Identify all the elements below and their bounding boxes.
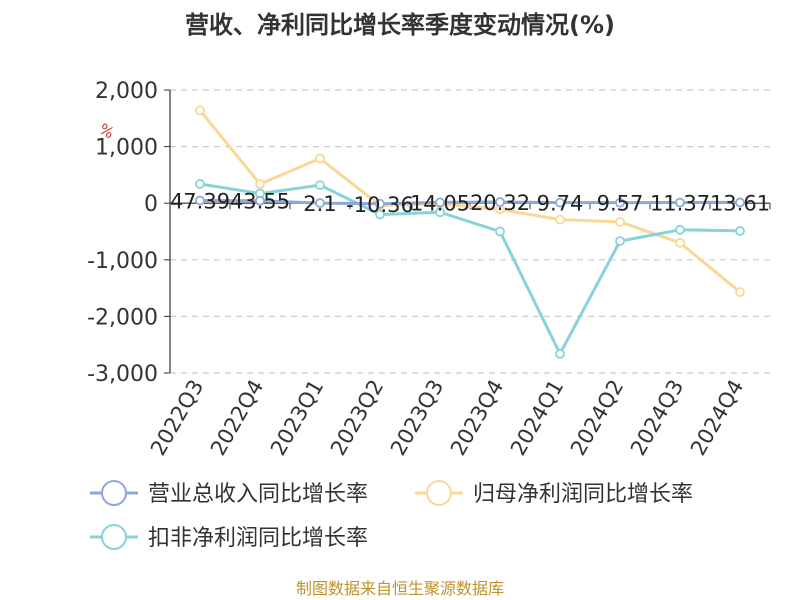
legend-marker	[426, 480, 452, 506]
data-label: 2.1	[303, 192, 336, 216]
legend-label: 营业总收入同比增长率	[148, 482, 368, 507]
data-point	[375, 198, 385, 209]
data-point	[495, 197, 505, 207]
x-tick-label: 2023Q2	[326, 376, 388, 460]
x-tick-label: 2022Q3	[146, 376, 208, 460]
y-tick-label: 2,000	[95, 79, 158, 104]
y-tick-label: -1,000	[87, 249, 158, 274]
data-point	[555, 348, 565, 359]
source-note: 制图数据来自恒生聚源数据库	[296, 579, 504, 598]
data-label: 11.37	[650, 192, 710, 216]
data-label: -10.36	[346, 193, 414, 217]
data-point	[255, 195, 265, 206]
x-tick-label: 2023Q4	[446, 376, 508, 460]
data-point	[495, 226, 505, 237]
series-line	[199, 199, 741, 206]
y-axis: 2,000 1,000 0 -1,000 -2,000 -3,000	[87, 79, 171, 387]
data-point	[675, 237, 685, 248]
x-tick-label: 2024Q1	[506, 376, 568, 460]
data-point	[735, 287, 745, 297]
data-point	[675, 197, 685, 208]
series-layer	[195, 105, 745, 359]
data-point	[435, 197, 445, 208]
legend-marker	[101, 524, 127, 550]
x-tick-label: 2023Q1	[266, 376, 328, 460]
data-point	[615, 197, 625, 208]
x-tick-label: 2023Q3	[386, 376, 448, 460]
x-tick-label: 2024Q4	[686, 376, 748, 460]
data-point	[675, 224, 685, 235]
legend-label: 归母净利润同比增长率	[473, 482, 693, 507]
data-label: 43.55	[230, 190, 290, 214]
legend-marker	[101, 480, 127, 506]
data-label: 47.39	[170, 190, 230, 214]
x-tick-label: 2024Q2	[566, 376, 628, 460]
series-line	[198, 109, 741, 294]
data-point	[735, 197, 745, 208]
data-point	[315, 180, 325, 190]
x-tick-label: 2024Q3	[626, 376, 688, 460]
y-tick-label: -3,000	[87, 362, 158, 387]
y-tick-label: -2,000	[87, 305, 158, 330]
data-point	[555, 214, 565, 225]
data-point	[315, 153, 325, 164]
series-line	[199, 182, 741, 356]
data-point	[315, 198, 325, 208]
x-tick-label: 2022Q4	[206, 376, 268, 460]
data-point	[195, 179, 205, 189]
data-label: 9.57	[597, 192, 644, 216]
data-point	[615, 236, 625, 247]
y-tick-label: 1,000	[95, 136, 158, 161]
data-point	[255, 179, 265, 189]
data-point	[435, 207, 445, 218]
data-point	[375, 209, 385, 220]
data-label: 14.05	[410, 191, 470, 215]
chart-title: 营收、净利同比增长率季度变动情况(%)	[185, 11, 615, 39]
data-point	[735, 226, 745, 236]
legend-label: 扣非净利润同比增长率	[148, 526, 368, 551]
data-label: 20.32	[470, 191, 530, 215]
data-point	[195, 195, 205, 206]
data-point	[195, 105, 205, 116]
data-point	[555, 197, 565, 208]
data-label: 9.74	[537, 192, 584, 216]
y-tick-label: 0	[144, 192, 158, 217]
data-label: 13.61	[710, 191, 770, 215]
data-point	[615, 216, 625, 227]
